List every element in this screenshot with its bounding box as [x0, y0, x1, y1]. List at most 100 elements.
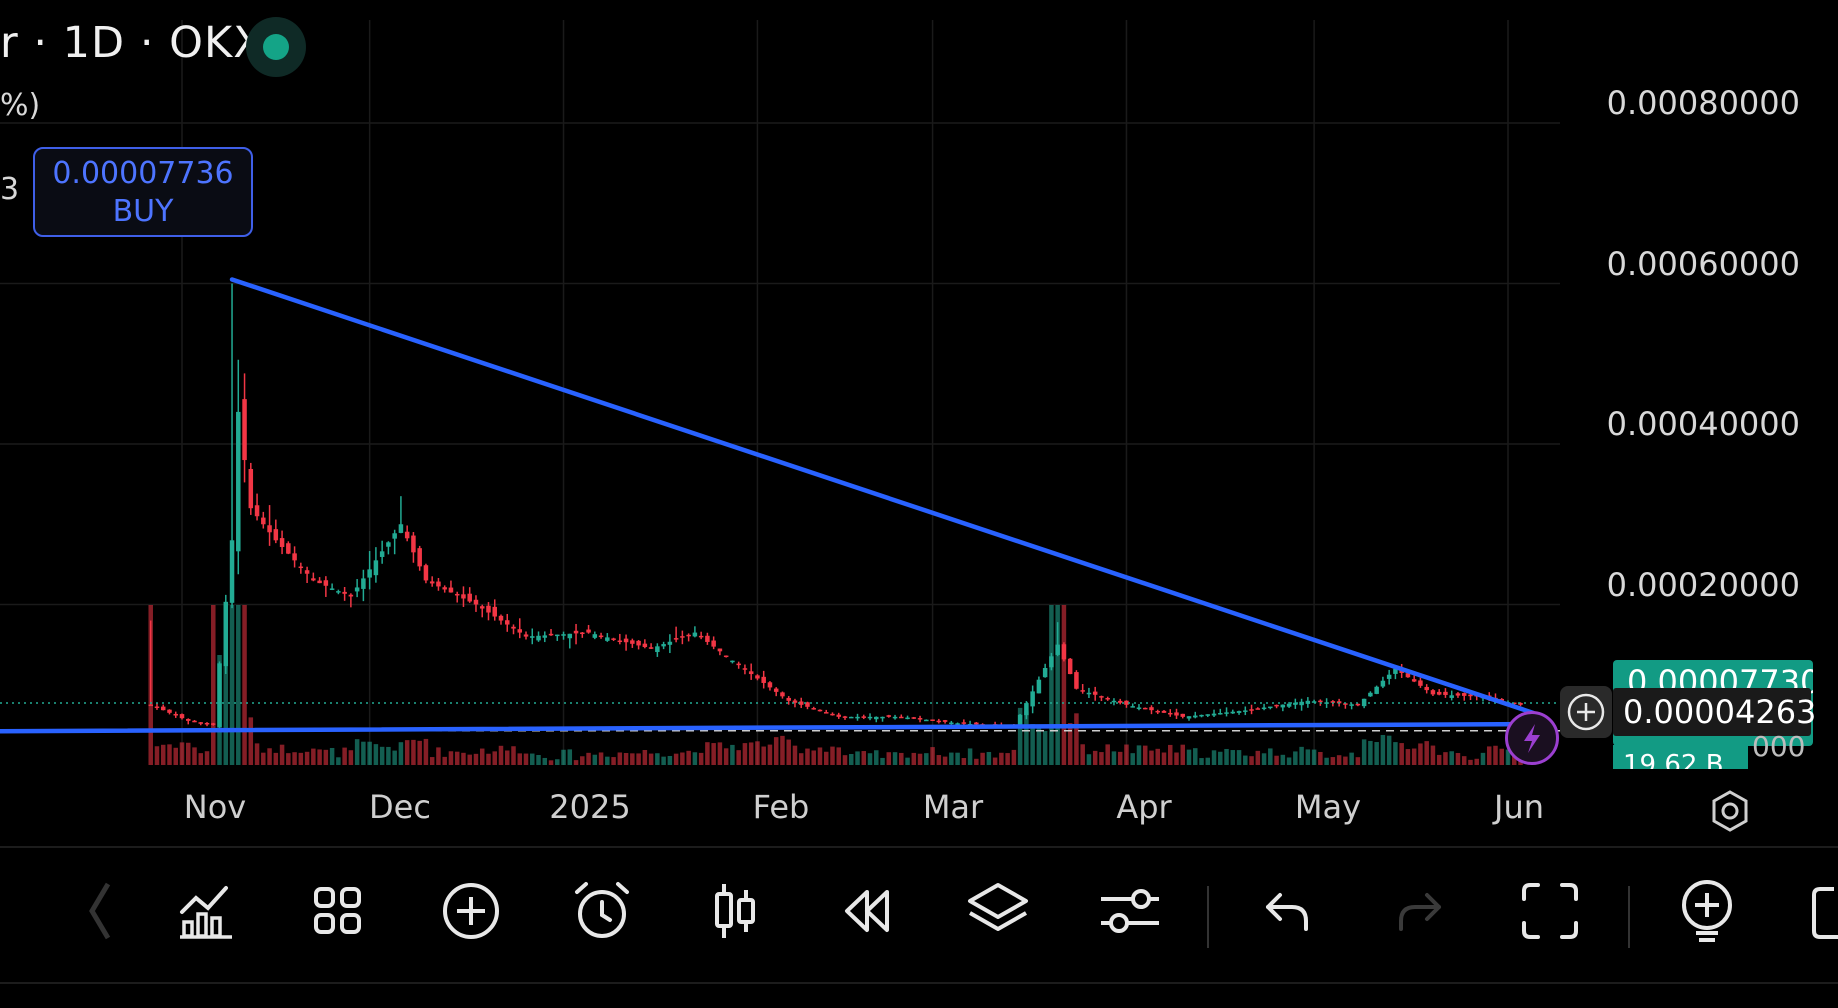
volume-bar: [1368, 740, 1373, 765]
time-tick: Mar: [922, 788, 984, 826]
add-button[interactable]: [436, 876, 506, 946]
volume-bar: [1436, 754, 1442, 765]
volume-bar: [1105, 744, 1110, 765]
volume-bar: [1474, 758, 1479, 765]
candle-body: [661, 644, 666, 647]
candle-body: [179, 714, 185, 719]
alert-button[interactable]: [567, 876, 637, 946]
volume-bar: [1205, 757, 1211, 765]
candle-body: [1218, 712, 1223, 715]
layers-button[interactable]: [963, 876, 1033, 946]
candle-body: [1355, 703, 1361, 706]
candle-body: [830, 713, 835, 716]
replay-icon: [845, 890, 889, 932]
candle-body: [354, 587, 360, 592]
candle-body: [467, 593, 472, 602]
volume-bar: [1286, 757, 1292, 765]
candle-body: [186, 718, 191, 721]
candle-body: [1418, 680, 1423, 686]
volume-bar: [673, 753, 679, 765]
volume-bar: [911, 752, 917, 765]
undo-button[interactable]: [1252, 876, 1322, 946]
volume-bar: [1011, 749, 1017, 765]
chart-type-button[interactable]: [700, 876, 770, 946]
candle-body: [1449, 695, 1454, 698]
chart-settings-button[interactable]: [1095, 876, 1165, 946]
candle-body: [198, 722, 204, 724]
bolt-button[interactable]: [1505, 711, 1559, 765]
volume-bar: [1174, 752, 1179, 765]
volume-bar: [392, 750, 397, 765]
volume-bar: [1418, 743, 1423, 765]
volume-bar: [254, 743, 260, 765]
volume-bar: [1243, 755, 1248, 765]
volume-bar: [867, 753, 873, 765]
volume-bar: [792, 745, 798, 765]
candle-body: [1224, 712, 1229, 714]
volume-bar: [1486, 746, 1492, 765]
templates-button[interactable]: [303, 876, 373, 946]
volume-bar: [1186, 749, 1192, 765]
candle-body: [861, 716, 867, 718]
indicators-button[interactable]: [172, 876, 242, 946]
candle-body: [905, 717, 910, 720]
volume-bar: [630, 753, 635, 765]
candle-body: [361, 578, 366, 589]
candle-body: [1518, 702, 1523, 705]
candle-body: [955, 723, 960, 725]
candle-body: [1330, 701, 1336, 703]
volume-bar: [186, 742, 191, 765]
candle-body: [767, 682, 773, 688]
candle-body: [736, 663, 741, 666]
toolbar-scroll-right[interactable]: [1800, 876, 1838, 946]
volume-bar: [1324, 757, 1329, 765]
chart-settings-icon[interactable]: [1708, 789, 1752, 833]
volume-bar: [1261, 753, 1267, 765]
candle-body: [1399, 670, 1404, 673]
add-at-price-button[interactable]: [1560, 686, 1612, 738]
redo-button[interactable]: [1385, 876, 1455, 946]
candle-body: [748, 671, 754, 675]
candle-body: [1512, 702, 1517, 705]
volume-bar: [411, 739, 416, 765]
candle-body: [167, 709, 172, 713]
volume-bar: [742, 743, 748, 765]
toolbar-scroll-left[interactable]: [65, 876, 135, 946]
candle-body: [192, 720, 197, 723]
volume-bar: [286, 753, 291, 765]
volume-tag: 19.62 B: [1613, 745, 1748, 769]
settings-sliders-icon: [1101, 889, 1159, 933]
candle-body: [1155, 710, 1160, 713]
volume-bar: [1386, 735, 1392, 765]
candle-body: [473, 599, 479, 605]
candle-body: [811, 708, 816, 710]
candle-body: [686, 634, 691, 637]
symbol-title[interactable]: r · 1D · OKX: [0, 18, 264, 68]
volume-bar: [623, 753, 629, 765]
fullscreen-button[interactable]: [1515, 876, 1585, 946]
candle-body: [429, 581, 435, 584]
candle-body: [511, 626, 516, 629]
volume-bar: [511, 746, 516, 765]
price-chart[interactable]: [0, 0, 1838, 845]
candle-body: [742, 668, 748, 670]
buy-order-label[interactable]: 0.00007736 BUY: [33, 147, 253, 237]
volume-bar: [1468, 759, 1473, 765]
candle-body: [1368, 692, 1373, 697]
candle-body: [786, 697, 791, 701]
candle-body: [1436, 691, 1442, 695]
volume-bar: [1318, 751, 1323, 765]
ideas-button[interactable]: [1672, 876, 1742, 946]
volume-bar: [586, 752, 591, 765]
volume-bar: [1255, 750, 1261, 765]
candle-body: [1161, 710, 1167, 713]
replay-button[interactable]: [832, 876, 902, 946]
volume-bar: [1086, 754, 1092, 765]
volume-bar: [723, 748, 729, 765]
volume-bar: [1424, 741, 1429, 765]
volume-bar: [261, 752, 266, 765]
candle-body: [605, 637, 610, 641]
candle-body: [680, 636, 685, 638]
chart-area[interactable]: r · 1D · OKX %) 3 0.00007736 BUY 0.00080…: [0, 0, 1838, 845]
candle-body: [1149, 707, 1154, 711]
